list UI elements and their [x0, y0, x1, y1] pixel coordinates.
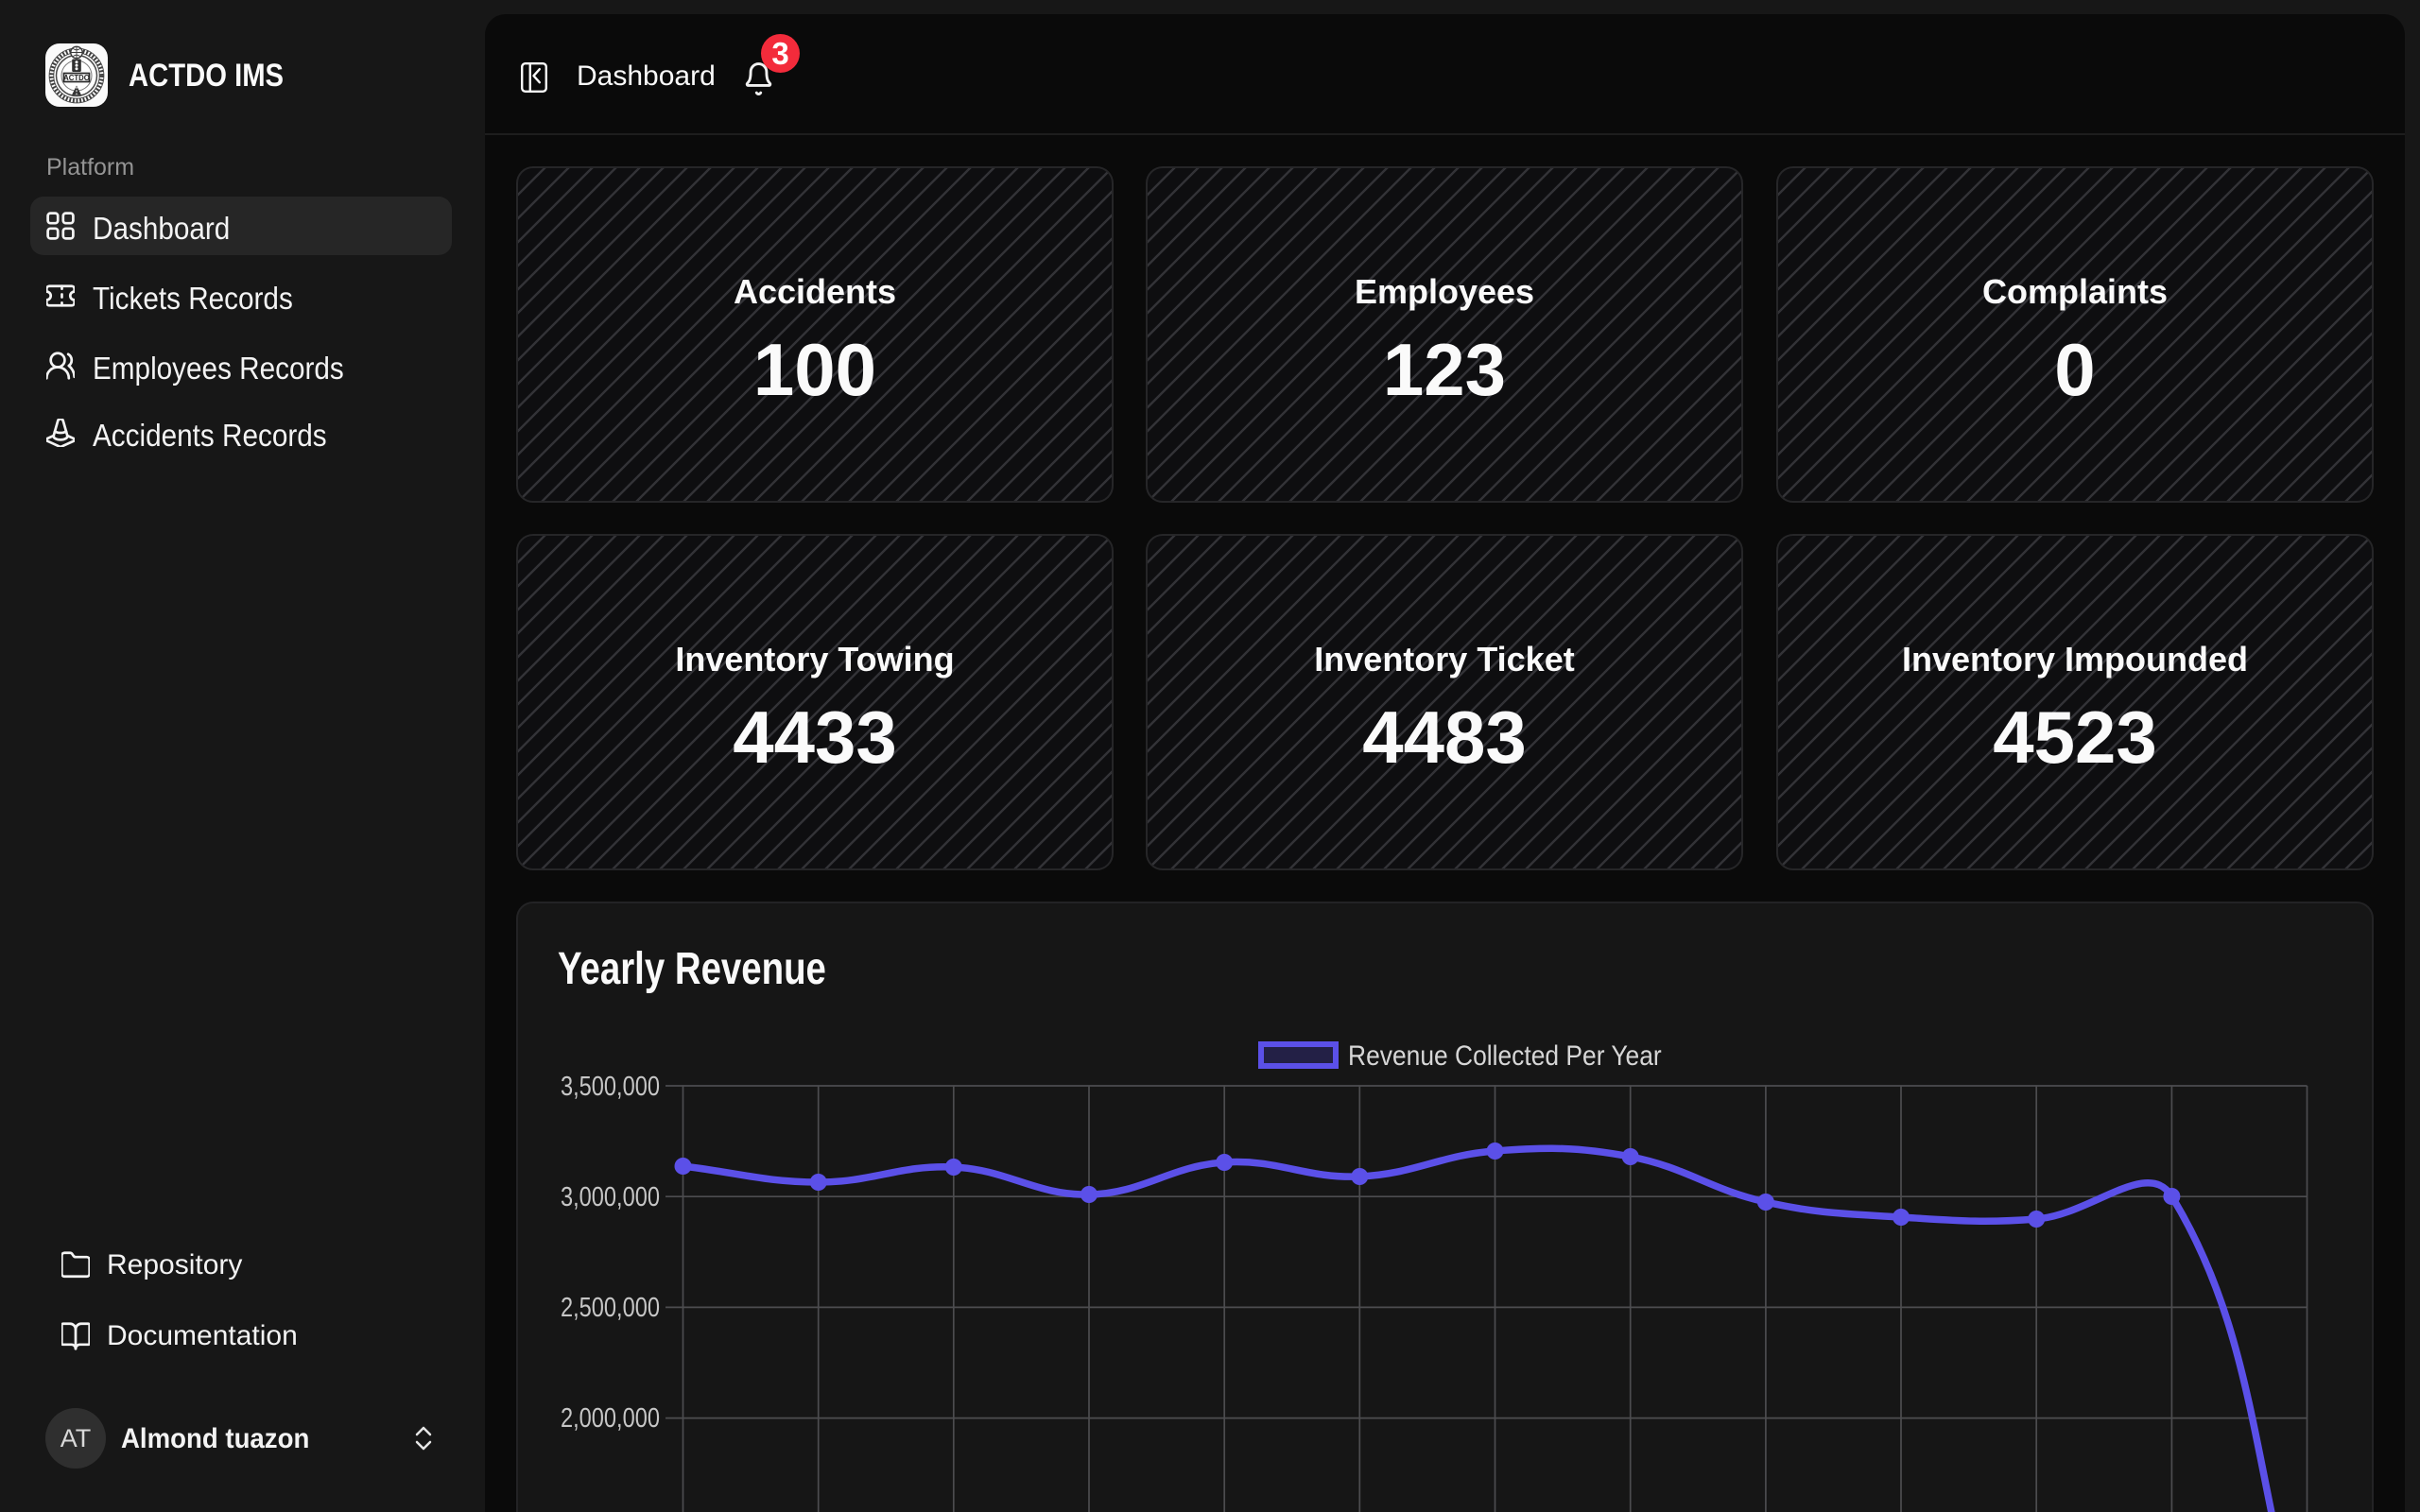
svg-text:ACTDO: ACTDO — [63, 74, 90, 82]
svg-text:3,500,000: 3,500,000 — [561, 1072, 660, 1102]
svg-text:3,000,000: 3,000,000 — [561, 1182, 660, 1212]
svg-text:2,500,000: 2,500,000 — [561, 1293, 660, 1323]
svg-text:2,000,000: 2,000,000 — [561, 1403, 660, 1434]
